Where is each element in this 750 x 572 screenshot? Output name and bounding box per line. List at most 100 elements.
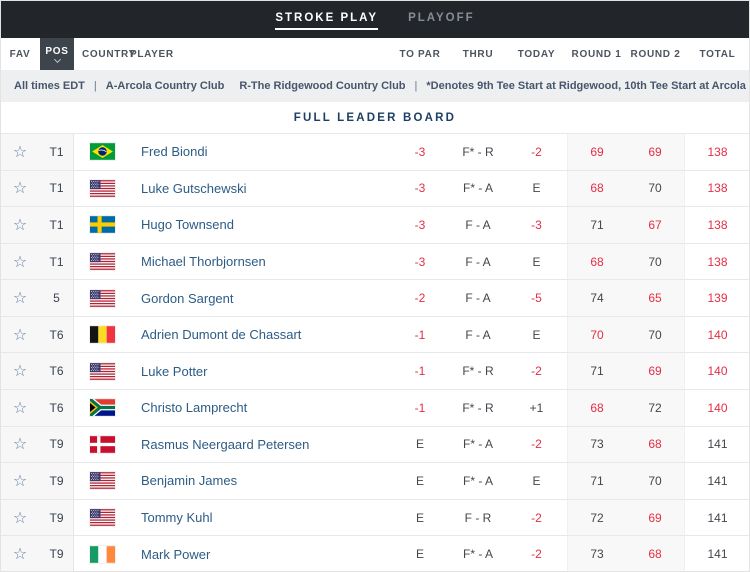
to-par-value: -3 [414, 217, 426, 232]
country-cell [74, 536, 130, 572]
total-value: 141 [707, 437, 728, 452]
flag-sweden-icon [89, 216, 115, 234]
favorite-cell: ☆ [0, 390, 40, 426]
star-icon[interactable]: ☆ [12, 288, 28, 308]
star-icon[interactable]: ☆ [12, 397, 28, 417]
table-row[interactable]: ☆ T1 Michael Thorbjornsen -3 F - A E 68 … [0, 243, 750, 281]
player-name[interactable]: Michael Thorbjornsen [141, 254, 266, 270]
star-icon[interactable]: ☆ [12, 324, 28, 344]
today-value: E [532, 181, 541, 196]
position-cell: T1 [40, 207, 74, 243]
position-cell: T1 [40, 170, 74, 207]
position-cell: T6 [40, 316, 74, 353]
round2-value: 67 [626, 207, 685, 243]
table-row[interactable]: ☆ T1 Hugo Townsend -3 F - A -3 71 67 138 [0, 207, 750, 244]
table-row[interactable]: ☆ 5 Gordon Sargent -2 F - A -5 74 65 139 [0, 280, 750, 317]
round1-value: 68 [567, 243, 626, 280]
favorite-cell: ☆ [0, 170, 40, 207]
flag-brazil-icon [89, 143, 115, 161]
today-value: E [532, 254, 541, 269]
table-row[interactable]: ☆ T6 Adrien Dumont de Chassart -1 F - A … [0, 316, 750, 354]
star-icon[interactable]: ☆ [12, 251, 28, 271]
today-value: -2 [531, 144, 542, 159]
player-name[interactable]: Rasmus Neergaard Petersen [141, 436, 310, 452]
column-header-player[interactable]: PLAYER [130, 48, 174, 60]
player-name[interactable]: Adrien Dumont de Chassart [141, 327, 302, 343]
round2-value: 68 [626, 536, 685, 572]
column-header-fav[interactable]: FAV [9, 48, 31, 60]
country-cell [74, 317, 130, 353]
flag-denmark-icon [89, 436, 115, 453]
country-cell [74, 171, 130, 207]
to-par-value: -2 [414, 291, 426, 306]
table-row[interactable]: ☆ T1 Luke Gutschewski -3 F* - A E 68 70 … [0, 170, 750, 208]
favorite-cell: ☆ [0, 499, 40, 536]
to-par-value: -3 [414, 254, 426, 269]
position-cell: T9 [40, 499, 74, 536]
column-header-pos[interactable]: POS [40, 38, 74, 70]
column-header-country[interactable]: COUNTRY [82, 48, 136, 60]
total-value: 140 [707, 327, 728, 342]
column-header-round2[interactable]: ROUND 2 [630, 48, 681, 60]
favorite-cell: ☆ [0, 536, 40, 572]
column-header-thru[interactable]: THRU [462, 48, 494, 60]
star-icon[interactable]: ☆ [12, 141, 28, 161]
table-row[interactable]: ☆ T9 Tommy Kuhl E F - R -2 72 69 141 [0, 499, 750, 537]
player-name[interactable]: Christo Lamprecht [141, 400, 248, 416]
favorite-cell: ☆ [0, 316, 40, 353]
position-cell: T6 [40, 390, 74, 426]
to-par-value: E [415, 437, 424, 452]
column-header-total[interactable]: TOTAL [699, 48, 736, 60]
thru-value: F - A [465, 254, 491, 269]
column-header-to-par[interactable]: TO PAR [399, 48, 441, 60]
player-name[interactable]: Hugo Townsend [141, 217, 234, 233]
leaderboard-table: ☆ T1 Fred Biondi -3 F* - R -2 69 69 138 … [0, 133, 750, 572]
pos-header-label: POS [45, 46, 69, 57]
star-icon[interactable]: ☆ [12, 544, 28, 564]
total-value: 138 [707, 217, 728, 232]
star-icon[interactable]: ☆ [12, 470, 28, 490]
player-name[interactable]: Gordon Sargent [141, 290, 234, 306]
table-row[interactable]: ☆ T1 Fred Biondi -3 F* - R -2 69 69 138 [0, 134, 750, 171]
tab-playoff[interactable]: PLAYOFF [408, 12, 475, 24]
country-cell [74, 207, 130, 243]
player-name[interactable]: Luke Potter [141, 363, 208, 379]
table-row[interactable]: ☆ T6 Christo Lamprecht -1 F* - R +1 68 7… [0, 390, 750, 427]
star-icon[interactable]: ☆ [12, 214, 28, 234]
player-name[interactable]: Luke Gutschewski [141, 180, 247, 196]
tab-stroke-play[interactable]: STROKE PLAY [275, 12, 379, 30]
total-value: 138 [707, 144, 728, 159]
total-value: 140 [707, 400, 728, 415]
player-name[interactable]: Benjamin James [141, 473, 238, 489]
favorite-cell: ☆ [0, 280, 40, 316]
thru-value: F* - A [462, 547, 493, 562]
info-bar: All times EDT | A-Arcola Country Club R-… [0, 70, 750, 102]
column-header-today[interactable]: TODAY [517, 48, 556, 60]
player-name[interactable]: Fred Biondi [141, 144, 208, 160]
star-icon[interactable]: ☆ [12, 434, 28, 454]
table-row[interactable]: ☆ T9 Benjamin James E F* - A E 71 70 141 [0, 463, 750, 500]
thru-value: F* - A [462, 473, 493, 488]
round1-value: 68 [567, 390, 626, 426]
table-row[interactable]: ☆ T6 Luke Potter -1 F* - R -2 71 69 140 [0, 353, 750, 391]
flag-usa-icon [89, 180, 115, 197]
flag-usa-icon [89, 289, 115, 307]
today-value: -2 [531, 437, 542, 452]
favorite-cell: ☆ [0, 463, 40, 499]
column-header-round1[interactable]: ROUND 1 [571, 48, 622, 60]
round1-value: 69 [567, 134, 626, 170]
to-par-value: E [415, 547, 424, 562]
star-icon[interactable]: ☆ [12, 178, 28, 198]
total-value: 138 [707, 181, 728, 196]
round1-value: 74 [567, 280, 626, 316]
player-name[interactable]: Tommy Kuhl [141, 510, 213, 526]
player-name[interactable]: Mark Power [141, 546, 211, 562]
to-par-value: -1 [414, 400, 426, 415]
favorite-cell: ☆ [0, 353, 40, 390]
star-icon[interactable]: ☆ [12, 361, 28, 381]
table-row[interactable]: ☆ T9 Rasmus Neergaard Petersen E F* - A … [0, 426, 750, 464]
table-row[interactable]: ☆ T9 Mark Power E F* - A -2 73 68 141 [0, 536, 750, 572]
thru-value: F - A [465, 291, 491, 306]
star-icon[interactable]: ☆ [12, 507, 28, 527]
column-header-row: FAV POS COUNTRY PLAYER TO PAR THRU TODAY… [0, 38, 750, 70]
